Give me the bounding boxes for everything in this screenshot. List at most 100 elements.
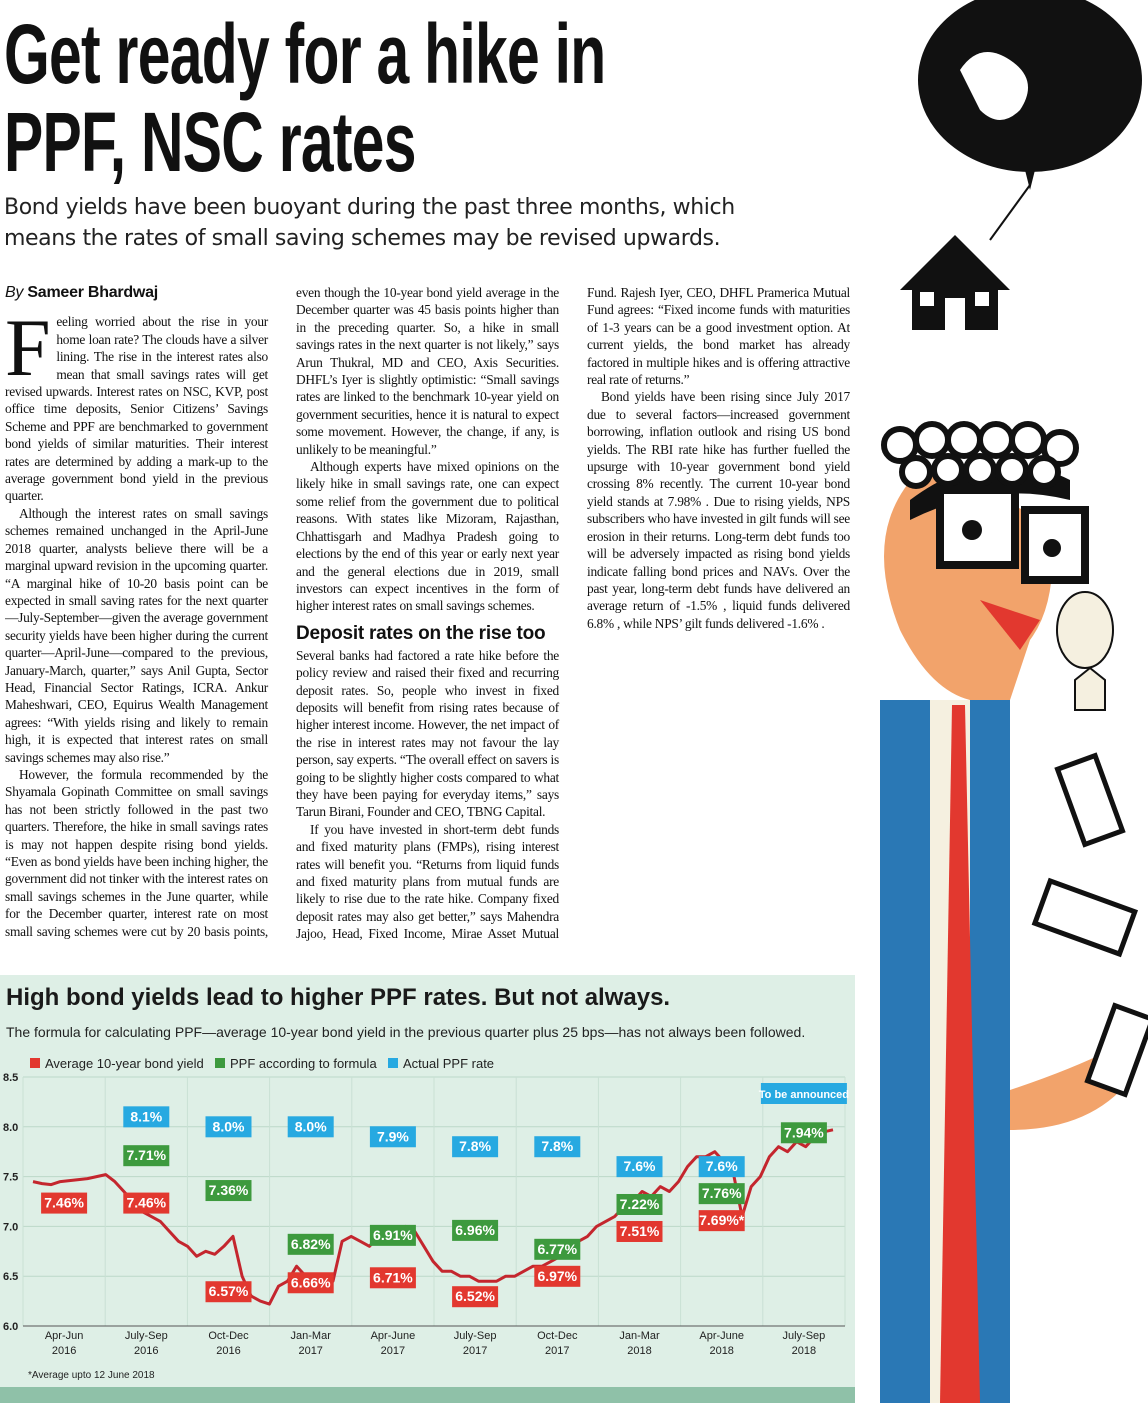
value-box (41, 1192, 88, 1214)
value-label: 8.0% (295, 1118, 327, 1134)
x-tick-label: Apr-June (699, 1330, 744, 1342)
value-label: 6.97% (537, 1268, 577, 1284)
value-label: 6.91% (373, 1227, 413, 1243)
legend-label: PPF according to formula (230, 1056, 377, 1071)
value-box (369, 1267, 416, 1289)
x-tick-label: July-Sep (783, 1330, 826, 1342)
value-box (123, 1145, 170, 1167)
x-tick-label: Apr-June (371, 1330, 416, 1342)
value-label: 7.51% (620, 1223, 660, 1239)
x-tick-label: 2018 (627, 1345, 651, 1357)
y-tick-label: 8.5 (3, 1072, 18, 1084)
x-tick-label: July-Sep (454, 1330, 497, 1342)
x-tick-label: Apr-Jun (45, 1330, 84, 1342)
value-label: 7.46% (44, 1195, 84, 1211)
chart-title: High bond yields lead to higher PPF rate… (6, 984, 670, 1011)
headline: Get ready for a hike in PPF, NSC rates (4, 7, 606, 189)
value-label: 6.57% (209, 1283, 249, 1299)
value-box (534, 1136, 581, 1158)
byline: By Sameer Bhardwaj (5, 284, 268, 301)
x-tick-label: 2017 (381, 1345, 405, 1357)
value-label: 7.22% (620, 1196, 660, 1212)
x-tick-label: 2018 (792, 1345, 816, 1357)
y-tick-label: 7.0 (3, 1221, 18, 1233)
chart-footnote: *Average upto 12 June 2018 (28, 1370, 155, 1381)
x-tick-label: Oct-Dec (537, 1330, 578, 1342)
value-label: 7.69%* (699, 1212, 745, 1228)
subhead: Deposit rates on the rise too (296, 622, 546, 644)
x-tick-label: Jan-Mar (291, 1330, 332, 1342)
chart-footer-band (0, 1387, 855, 1403)
value-box (452, 1136, 499, 1158)
x-tick-label: 2017 (298, 1345, 322, 1357)
standfirst: Bond yields have been buoyant during the… (4, 195, 735, 251)
y-tick-label: 6.0 (3, 1321, 18, 1333)
illustration (880, 0, 1148, 1403)
x-tick-label: Oct-Dec (208, 1330, 249, 1342)
legend-swatch (215, 1058, 225, 1068)
value-label: 6.71% (373, 1269, 413, 1285)
byline-name: Sameer Bhardwaj (27, 284, 158, 301)
value-label: 8.1% (130, 1108, 162, 1124)
value-box (616, 1156, 663, 1178)
x-tick-label: 2017 (545, 1345, 569, 1357)
value-label: 8.0% (213, 1118, 245, 1134)
legend-label: Actual PPF rate (403, 1056, 494, 1071)
value-box (616, 1193, 663, 1215)
value-label: 6.77% (537, 1241, 577, 1257)
paragraph: However, the formula recommended by the … (5, 285, 559, 939)
value-label: 7.9% (377, 1128, 409, 1144)
x-tick-label: 2017 (463, 1345, 487, 1357)
paragraph: Although the interest rates on small sav… (5, 505, 268, 765)
x-tick-label: 2016 (52, 1345, 76, 1357)
value-label: 7.8% (459, 1138, 491, 1154)
y-tick-label: 6.5 (3, 1271, 18, 1283)
x-tick-label: 2018 (709, 1345, 733, 1357)
value-label: 6.52% (455, 1288, 495, 1304)
value-label: 7.6% (624, 1158, 656, 1174)
value-box (534, 1265, 581, 1287)
value-box (698, 1210, 745, 1232)
value-box (369, 1224, 416, 1246)
value-box (205, 1281, 252, 1303)
paragraph: Bond yields have been rising since July … (587, 389, 850, 631)
value-box (123, 1192, 170, 1214)
x-tick-label: 2016 (134, 1345, 158, 1357)
value-box (534, 1238, 581, 1260)
value-box (123, 1106, 170, 1128)
value-box (287, 1116, 334, 1138)
y-tick-label: 7.5 (3, 1172, 18, 1184)
chart: High bond yields lead to higher PPF rate… (0, 975, 855, 1403)
value-box (698, 1156, 745, 1178)
value-label: 7.94% (784, 1124, 824, 1140)
value-box (369, 1126, 416, 1148)
value-box (452, 1219, 499, 1241)
chart-subtitle: The formula for calculating PPF—average … (6, 1024, 805, 1040)
x-tick-label: 2016 (216, 1345, 240, 1357)
article-body: By Sameer Bhardwaj Feeling worried about… (5, 284, 850, 956)
value-box (780, 1122, 827, 1144)
byline-prefix: By (5, 284, 24, 301)
legend-swatch (388, 1058, 398, 1068)
value-label: To be announced (759, 1089, 849, 1101)
value-box (616, 1220, 663, 1242)
value-label: 7.71% (126, 1147, 166, 1163)
paragraph: Although experts have mixed opinions on … (296, 459, 559, 614)
value-box (287, 1272, 334, 1294)
value-box (698, 1183, 745, 1205)
y-tick-label: 8.0 (3, 1122, 18, 1134)
value-box (452, 1286, 499, 1308)
value-label: 6.66% (291, 1274, 331, 1290)
value-box (205, 1116, 252, 1138)
value-box (205, 1180, 252, 1202)
value-box (287, 1233, 334, 1255)
paragraph: Several banks had factored a rate hike b… (296, 647, 559, 820)
paragraph: If you have invested in short-term debt … (296, 285, 850, 942)
value-label: 6.82% (291, 1236, 331, 1252)
paragraph: Feeling worried about the rise in your h… (5, 302, 268, 504)
x-tick-label: Jan-Mar (619, 1330, 660, 1342)
value-label: 7.76% (702, 1185, 742, 1201)
x-tick-label: July-Sep (125, 1330, 168, 1342)
value-label: 7.36% (209, 1182, 249, 1198)
